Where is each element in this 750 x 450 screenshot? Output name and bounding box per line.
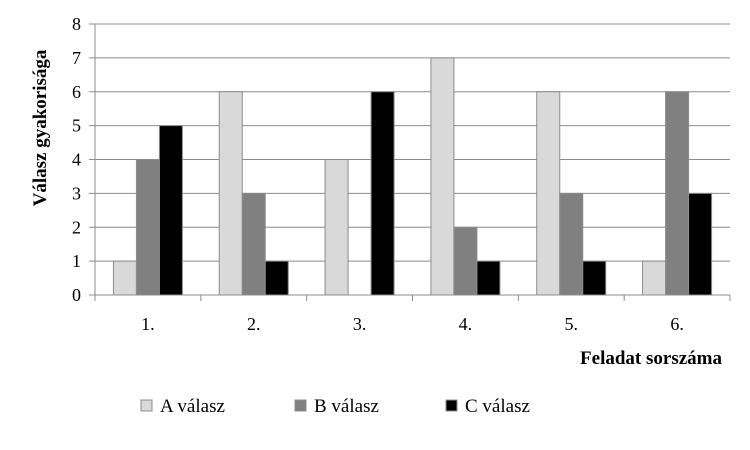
y-tick-label: 3 [72,183,81,203]
x-tick-label: 6. [670,314,684,334]
bars [112,57,713,296]
y-tick-label: 4 [72,150,81,170]
bar [536,91,561,296]
grid-lines [95,23,730,262]
y-tick-label: 1 [72,251,81,271]
bar [559,192,584,296]
legend-label: A válasz [160,396,225,417]
bar [218,91,243,296]
bar [665,91,690,296]
bar [430,57,455,296]
y-tick-label: 5 [72,116,81,136]
tick-labels: 0 1 2 3 4 5 6 7 8 1. 2. 3. 4. 5. 6. [72,14,684,334]
x-tick-label: 3. [353,314,367,334]
bar [370,91,395,296]
bar [582,260,607,296]
bar [135,159,160,296]
legend: A válasz B válasz C válasz [140,396,530,417]
y-tick-label: 2 [72,217,81,237]
legend-swatch [294,399,307,412]
x-tick-label: 4. [459,314,473,334]
y-tick-label: 0 [72,285,81,305]
y-tick-label: 6 [72,82,81,102]
bar [264,260,289,296]
y-tick-label: 7 [72,48,81,68]
legend-swatch [140,399,153,412]
x-tick-label: 1. [141,314,155,334]
bar [688,192,713,296]
axes [89,23,731,301]
bar [241,192,266,296]
bar [476,260,501,296]
bar [642,260,667,296]
legend-label: B válasz [314,396,379,417]
bar [453,226,478,296]
y-axis-title: Válasz gyakorisága [30,49,51,206]
x-tick-label: 5. [565,314,579,334]
bar [158,125,183,296]
x-tick-label: 2. [247,314,261,334]
legend-swatch [445,399,458,412]
x-axis-title: Feladat sorszáma [580,348,722,369]
bar [324,159,349,296]
legend-label: C válasz [465,396,530,417]
bar [112,260,137,296]
y-tick-label: 8 [72,14,81,34]
